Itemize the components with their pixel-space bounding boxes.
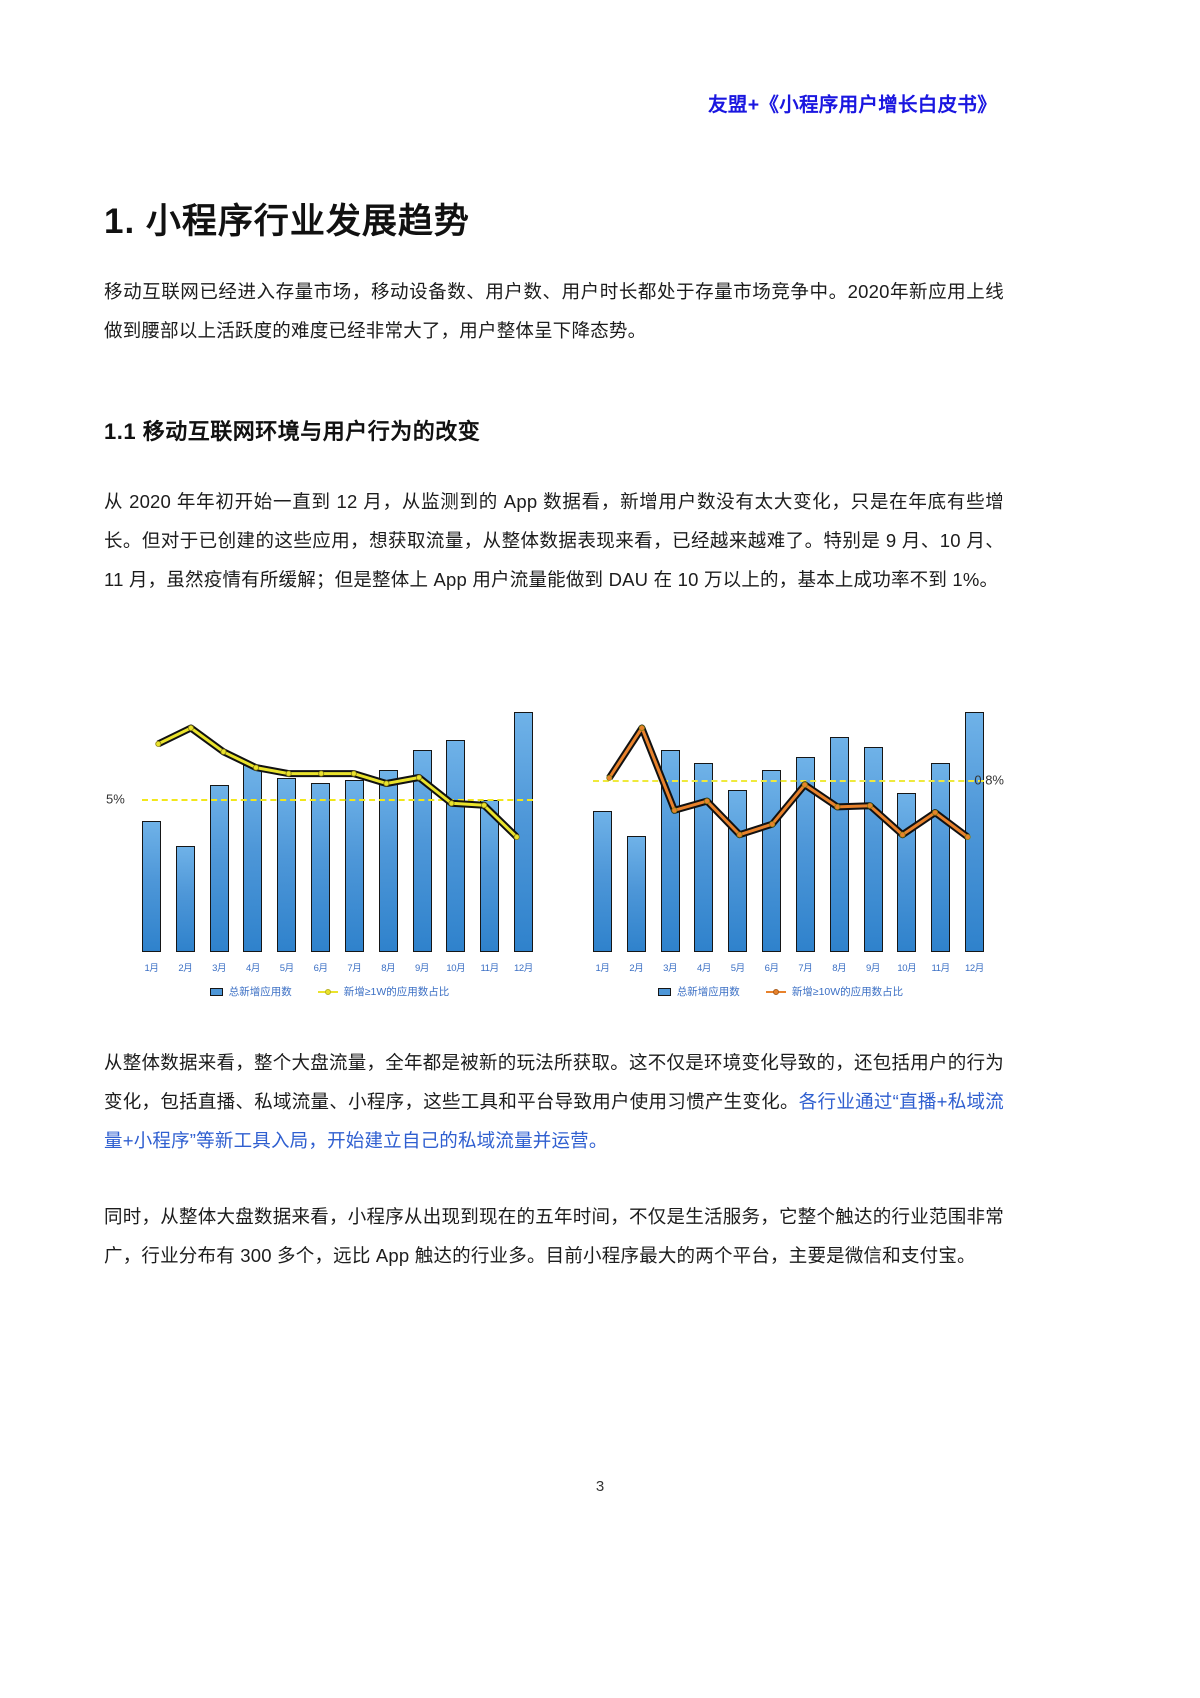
chart-bar	[209, 785, 229, 952]
legend-bar-label: 总新增应用数	[676, 986, 740, 998]
section-subtitle: 1.1 移动互联网环境与用户行为的改变	[104, 419, 481, 445]
chart-bar	[762, 770, 782, 952]
legend-item-line: 新增≥10W的应用数占比	[765, 984, 904, 999]
chart-x-label: 5月	[730, 963, 745, 974]
legend-line-label: 新增≥1W的应用数占比	[343, 986, 450, 998]
chart-bar	[412, 749, 432, 952]
legend-line-label: 新增≥10W的应用数占比	[791, 986, 904, 998]
chart-right-bars	[593, 700, 984, 952]
analysis-paragraph-text: 从整体数据来看，整个大盘流量，全年都是被新的玩法所获取。这不仅是环境变化导致的，…	[104, 1052, 1004, 1112]
chart-bar	[277, 777, 297, 952]
chart-x-label: 2月	[178, 963, 193, 974]
chart-x-label: 7月	[347, 963, 362, 974]
chart-bar	[378, 770, 398, 952]
chart-x-label: 12月	[965, 963, 984, 974]
chart-left-reference-line	[142, 799, 533, 802]
chart-bar	[142, 820, 161, 952]
intro-paragraph-text: 移动互联网已经进入存量市场，移动设备数、用户数、用户时长都处于存量市场竞争中。2…	[104, 281, 1004, 341]
chart-bar	[344, 780, 364, 952]
legend-bar-swatch-icon	[209, 987, 223, 996]
chart-x-label: 11月	[931, 963, 951, 974]
chart-right: 0.8% 1月 2月 3月 4月 5月 6月 7月 8月 9月 10月 11月 12月 总新增应用数 …	[555, 672, 1006, 1010]
chart-x-label: 4月	[245, 963, 260, 974]
chart-x-label: 8月	[381, 963, 396, 974]
page-number: 3	[595, 1478, 605, 1495]
chart-left-bars	[142, 700, 533, 952]
charts-figure: 5% 1月 2月 3月 4月 5月 6月 7月 8月 9月 10月 11月 12月 总新增应用数 新增…	[104, 672, 1006, 1010]
page-title: 1. 小程序行业发展趋势	[104, 202, 470, 242]
chart-left-reference-label: 5%	[106, 791, 125, 807]
chart-right-reference-line	[593, 780, 984, 783]
chart-right-legend: 总新增应用数 新增≥10W的应用数占比	[555, 984, 1006, 999]
chart-x-label: 1月	[595, 963, 610, 974]
chart-x-label: 11月	[480, 963, 500, 974]
chart-x-label: 10月	[897, 963, 917, 974]
chart-left-x-labels: 1月 2月 3月 4月 5月 6月 7月 8月 9月 10月 11月 12月	[142, 960, 534, 974]
chart-left-legend: 总新增应用数 新增≥1W的应用数占比	[104, 984, 555, 999]
chart-x-label: 6月	[764, 963, 779, 974]
chart-bar	[694, 762, 714, 952]
intro-paragraph: 移动互联网已经进入存量市场，移动设备数、用户数、用户时长都处于存量市场竞争中。2…	[104, 272, 1004, 350]
chart-bar	[311, 782, 331, 952]
legend-item-bars: 总新增应用数	[657, 984, 740, 999]
chart-x-label: 3月	[663, 963, 678, 974]
chart-bar	[863, 747, 883, 952]
chart-right-reference-label: 0.8%	[974, 772, 1004, 788]
chart-bar	[897, 792, 917, 952]
analysis-paragraph: 从整体数据来看，整个大盘流量，全年都是被新的玩法所获取。这不仅是环境变化导致的，…	[104, 1043, 1004, 1160]
legend-item-line: 新增≥1W的应用数占比	[317, 984, 450, 999]
chart-x-label: 10月	[446, 963, 466, 974]
chart-right-plot	[593, 700, 984, 952]
chart-bar	[829, 737, 849, 952]
chart-bar	[964, 712, 984, 952]
legend-bar-label: 总新增应用数	[228, 986, 292, 998]
closing-paragraph-text: 同时，从整体大盘数据来看，小程序从出现到现在的五年时间，不仅是生活服务，它整个触…	[104, 1206, 1004, 1266]
chart-x-label: 8月	[832, 963, 847, 974]
chart-x-label: 12月	[514, 963, 533, 974]
chart-bar	[480, 800, 500, 952]
chart-bar	[513, 712, 533, 952]
legend-line-swatch-icon	[765, 988, 786, 996]
legend-item-bars: 总新增应用数	[209, 984, 292, 999]
chart-left: 5% 1月 2月 3月 4月 5月 6月 7月 8月 9月 10月 11月 12月 总新增应用数 新增…	[104, 672, 555, 1010]
analysis-paragraph-highlight: 各行业通过“直播+私域流量+小程序”等新工具入局，开始建立自己的私域流量并运营。	[104, 1091, 1004, 1151]
chart-x-label: 3月	[212, 963, 227, 974]
chart-bar	[593, 810, 612, 952]
chart-bar	[175, 845, 195, 952]
chart-bar	[931, 762, 951, 952]
chart-x-label: 1月	[144, 963, 159, 974]
chart-bar	[795, 757, 815, 952]
legend-line-swatch-icon	[317, 988, 338, 996]
chart-x-label: 5月	[279, 963, 294, 974]
chart-right-x-labels: 1月 2月 3月 4月 5月 6月 7月 8月 9月 10月 11月 12月	[593, 960, 985, 974]
document-header: 友盟+《小程序用户增长白皮书》	[708, 94, 997, 116]
legend-bar-swatch-icon	[657, 987, 671, 996]
chart-x-label: 6月	[313, 963, 328, 974]
chart-bar	[728, 790, 748, 952]
body-paragraph-text: 从 2020 年年初开始一直到 12 月，从监测到的 App 数据看，新增用户数…	[104, 491, 1004, 590]
closing-paragraph: 同时，从整体大盘数据来看，小程序从出现到现在的五年时间，不仅是生活服务，它整个触…	[104, 1197, 1004, 1275]
chart-x-label: 4月	[696, 963, 711, 974]
chart-x-label: 9月	[415, 963, 429, 974]
chart-left-plot	[142, 700, 533, 952]
chart-x-label: 9月	[866, 963, 880, 974]
body-paragraph: 从 2020 年年初开始一直到 12 月，从监测到的 App 数据看，新增用户数…	[104, 482, 1004, 599]
chart-bar	[243, 765, 263, 952]
chart-bar	[446, 739, 466, 952]
chart-x-label: 2月	[629, 963, 644, 974]
chart-bar	[626, 835, 646, 952]
chart-x-label: 7月	[798, 963, 813, 974]
